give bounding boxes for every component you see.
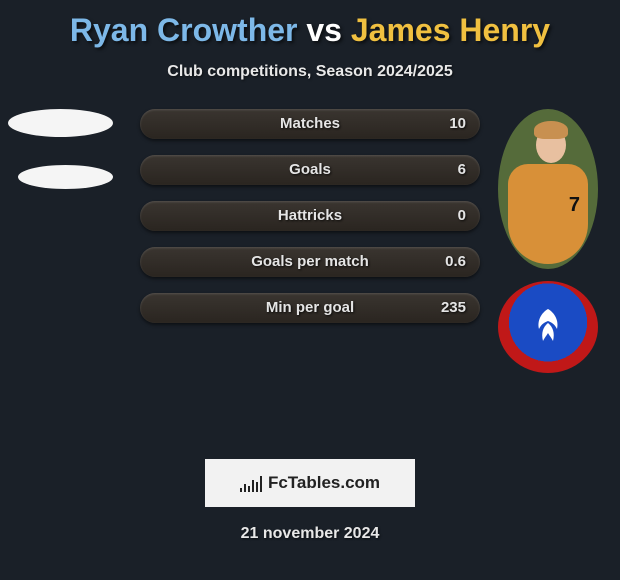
stat-label: Goals bbox=[140, 155, 480, 185]
stat-value-right: 10 bbox=[449, 109, 466, 139]
vs-text: vs bbox=[306, 12, 342, 48]
subtitle: Club competitions, Season 2024/2025 bbox=[0, 63, 620, 81]
stat-row-hattricks: Hattricks 0 bbox=[140, 201, 480, 231]
date-text: 21 november 2024 bbox=[0, 525, 620, 543]
stat-row-matches: Matches 10 bbox=[140, 109, 480, 139]
stat-value-right: 0.6 bbox=[445, 247, 466, 277]
left-player-column bbox=[8, 109, 118, 217]
stat-label: Min per goal bbox=[140, 293, 480, 323]
left-placeholder-1 bbox=[8, 109, 113, 137]
stat-row-goals: Goals 6 bbox=[140, 155, 480, 185]
stat-row-gpm: Goals per match 0.6 bbox=[140, 247, 480, 277]
shirt-number: 7 bbox=[569, 194, 580, 217]
player1-name: Ryan Crowther bbox=[70, 12, 298, 48]
club-badge-inner bbox=[523, 301, 573, 354]
player-hair bbox=[534, 121, 568, 139]
stat-value-right: 6 bbox=[458, 155, 466, 185]
stat-label: Matches bbox=[140, 109, 480, 139]
stat-label: Hattricks bbox=[140, 201, 480, 231]
right-player-column: 7 bbox=[498, 109, 608, 373]
bars-icon bbox=[240, 474, 262, 492]
club-badge bbox=[498, 281, 598, 373]
stat-value-right: 0 bbox=[458, 201, 466, 231]
phoenix-icon bbox=[523, 301, 573, 351]
player2-name: James Henry bbox=[351, 12, 550, 48]
left-placeholder-2 bbox=[18, 165, 113, 189]
comparison-title: Ryan Crowther vs James Henry bbox=[0, 0, 620, 49]
stat-row-mpg: Min per goal 235 bbox=[140, 293, 480, 323]
player-photo: 7 bbox=[498, 109, 598, 269]
stat-label: Goals per match bbox=[140, 247, 480, 277]
watermark-text: FcTables.com bbox=[268, 473, 380, 493]
stats-bars: Matches 10 Goals 6 Hattricks 0 Goals per… bbox=[140, 109, 480, 339]
content-area: Matches 10 Goals 6 Hattricks 0 Goals per… bbox=[0, 109, 620, 409]
watermark: FcTables.com bbox=[205, 459, 415, 507]
stat-value-right: 235 bbox=[441, 293, 466, 323]
